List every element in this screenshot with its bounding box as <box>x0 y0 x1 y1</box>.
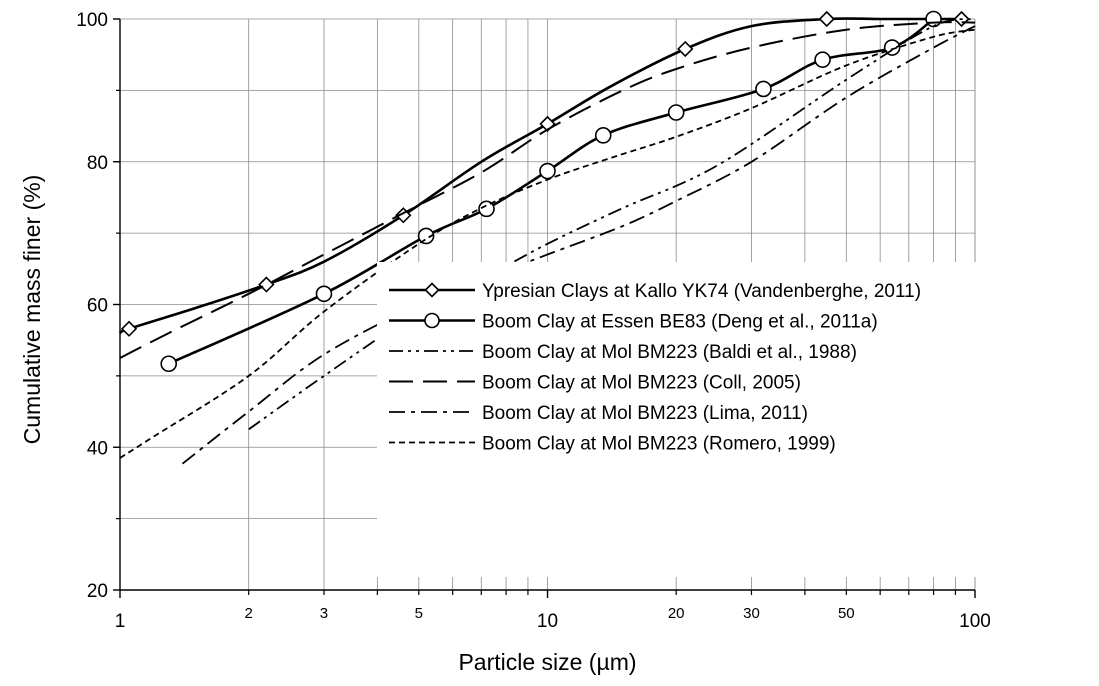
circle-marker <box>925 10 942 28</box>
series-2 <box>160 10 942 373</box>
x-minor-tick-label: 5 <box>415 605 423 622</box>
legend-entry: Boom Clay at Mol BM223 (Baldi et al., 19… <box>482 342 857 363</box>
y-tick-label: 40 <box>87 438 108 459</box>
series-line <box>119 21 976 359</box>
diamond-marker <box>120 320 138 337</box>
circle-marker <box>160 355 178 373</box>
circle-marker <box>539 162 556 180</box>
y-tick-label: 80 <box>87 153 108 174</box>
axes: 20 40 60 80 100 1 10 100 2 3 5 20 30 50 <box>76 10 991 632</box>
y-tick-label: 60 <box>87 296 108 317</box>
x-minor-tick-label: 2 <box>245 605 253 622</box>
y-axis-title: Cumulative mass finer (%) <box>19 175 45 445</box>
diamond-marker <box>258 276 275 293</box>
circle-marker <box>883 39 901 56</box>
x-axis-title: Particle size (µm) <box>458 649 636 675</box>
x-tick-label: 10 <box>537 611 558 632</box>
x-tick-label: 100 <box>959 611 991 632</box>
series-line <box>181 25 976 465</box>
diamond-marker <box>424 282 440 298</box>
diamond-marker <box>818 10 835 28</box>
circle-marker <box>417 227 435 245</box>
x-minor-tick-label: 20 <box>668 605 685 622</box>
circle-marker <box>315 285 333 303</box>
legend-entry: Boom Clay at Essen BE83 (Deng et al., 20… <box>482 312 878 333</box>
series-line <box>248 18 976 431</box>
x-minor-tick-label: 3 <box>320 605 328 622</box>
series-3 <box>248 18 976 431</box>
legend-entry: Boom Clay at Mol BM223 (Coll, 2005) <box>482 373 801 394</box>
y-tick-label: 100 <box>76 10 108 31</box>
circle-marker <box>814 51 831 68</box>
circle-marker <box>424 312 440 329</box>
legend-entry: Boom Clay at Mol BM223 (Lima, 2011) <box>482 403 808 424</box>
legend: Ypresian Clays at Kallo YK74 (Vandenberg… <box>377 262 977 577</box>
series-6 <box>119 28 976 459</box>
x-minor-tick-label: 30 <box>743 605 760 622</box>
x-minor-tick-label: 50 <box>838 605 855 622</box>
circle-marker <box>594 127 612 144</box>
series-line <box>119 28 976 459</box>
series-4 <box>119 21 976 359</box>
circle-marker <box>478 200 495 218</box>
series-5 <box>181 25 976 465</box>
x-tick-label: 1 <box>115 611 126 632</box>
series-layer <box>118 10 976 465</box>
circle-marker <box>667 104 685 121</box>
legend-background <box>377 262 977 577</box>
diamond-marker <box>677 40 694 58</box>
circle-marker <box>755 80 772 98</box>
series-1 <box>118 10 970 337</box>
legend-entry: Ypresian Clays at Kallo YK74 (Vandenberg… <box>482 281 921 302</box>
y-tick-label: 20 <box>87 581 108 602</box>
legend-entry: Boom Clay at Mol BM223 (Romero, 1999) <box>482 434 836 455</box>
